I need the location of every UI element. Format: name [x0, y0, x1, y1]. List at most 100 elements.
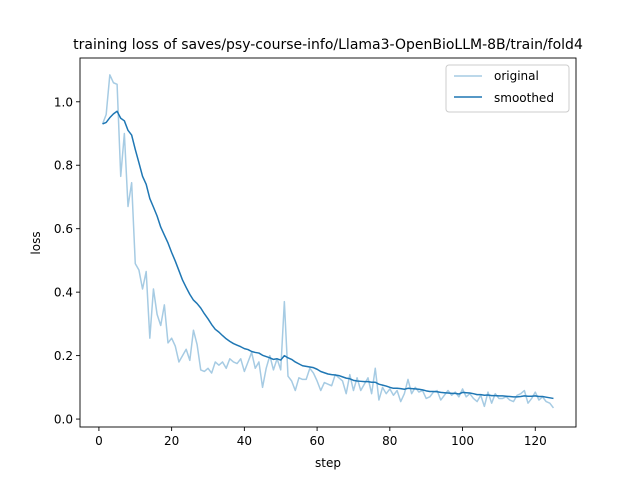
data-point-smoothed — [178, 270, 179, 271]
data-point-smoothed — [276, 358, 277, 359]
data-point-original — [447, 390, 448, 391]
data-point-original — [349, 374, 350, 375]
data-point-smoothed — [124, 120, 125, 121]
data-point-original — [255, 368, 256, 369]
data-point-smoothed — [200, 307, 201, 308]
data-point-smoothed — [262, 355, 263, 356]
data-point-smoothed — [142, 176, 143, 177]
data-point-original — [527, 403, 528, 404]
data-point-smoothed — [309, 366, 310, 367]
legend: original smoothed — [445, 64, 570, 113]
x-tick-label: 60 — [309, 434, 324, 448]
data-point-smoothed — [251, 351, 252, 352]
data-point-smoothed — [535, 395, 536, 396]
data-point-original — [429, 396, 430, 397]
data-point-smoothed — [553, 398, 554, 399]
data-point-smoothed — [524, 395, 525, 396]
data-point-original — [171, 338, 172, 339]
data-point-original — [196, 344, 197, 345]
x-tick-label: 80 — [382, 434, 397, 448]
data-point-original — [233, 361, 234, 362]
data-point-smoothed — [349, 378, 350, 379]
data-point-original — [516, 395, 517, 396]
data-point-original — [491, 403, 492, 404]
data-point-smoothed — [280, 359, 281, 360]
plot-frame — [79, 57, 577, 428]
data-point-original — [226, 368, 227, 369]
data-point-smoothed — [386, 385, 387, 386]
data-point-original — [109, 74, 110, 75]
data-point-smoothed — [127, 130, 128, 131]
data-point-original — [513, 401, 514, 402]
data-point-smoothed — [160, 227, 161, 228]
data-point-smoothed — [302, 365, 303, 366]
data-point-smoothed — [120, 118, 121, 119]
data-point-original — [193, 330, 194, 331]
data-point-smoothed — [404, 389, 405, 390]
data-point-original — [400, 401, 401, 402]
data-point-smoothed — [331, 374, 332, 375]
data-point-original — [247, 361, 248, 362]
data-point-original — [113, 82, 114, 83]
data-point-original — [215, 361, 216, 362]
x-axis-ticks: 0 20 40 60 80 100 120 — [95, 427, 547, 448]
data-point-smoothed — [451, 393, 452, 394]
data-point-original — [156, 314, 157, 315]
data-point-smoothed — [433, 391, 434, 392]
data-point-smoothed — [407, 388, 408, 389]
data-point-smoothed — [255, 352, 256, 353]
data-point-original — [287, 376, 288, 377]
data-point-original — [524, 390, 525, 391]
data-point-original — [120, 176, 121, 177]
data-point-original — [375, 368, 376, 369]
data-point-original — [167, 342, 168, 343]
data-point-smoothed — [466, 392, 467, 393]
data-point-smoothed — [342, 376, 343, 377]
data-point-smoothed — [338, 375, 339, 376]
data-point-original — [382, 387, 383, 388]
data-point-smoothed — [193, 299, 194, 300]
data-point-original — [353, 390, 354, 391]
y-tick-label: 0.8 — [54, 159, 73, 173]
data-point-original — [440, 399, 441, 400]
data-point-smoothed — [360, 381, 361, 382]
data-point-smoothed — [131, 135, 132, 136]
data-point-smoothed — [218, 332, 219, 333]
data-point-smoothed — [244, 348, 245, 349]
series-line-original — [101, 74, 555, 409]
data-point-original — [356, 377, 357, 378]
data-point-smoothed — [171, 252, 172, 253]
data-point-original — [546, 401, 547, 402]
data-point-smoothed — [426, 390, 427, 391]
data-point-smoothed — [462, 392, 463, 393]
data-point-original — [396, 390, 397, 391]
data-point-original — [160, 325, 161, 326]
data-point-original — [407, 379, 408, 380]
data-point-smoothed — [335, 374, 336, 375]
data-point-smoothed — [382, 385, 383, 386]
data-point-original — [124, 133, 125, 134]
data-point-smoothed — [367, 381, 368, 382]
data-point-original — [211, 372, 212, 373]
x-tick-label: 40 — [237, 434, 252, 448]
data-point-original — [466, 396, 467, 397]
data-point-original — [106, 114, 107, 115]
data-point-original — [360, 390, 361, 391]
data-point-original — [127, 206, 128, 207]
data-point-smoothed — [346, 378, 347, 379]
data-point-original — [302, 379, 303, 380]
data-point-original — [476, 401, 477, 402]
data-point-smoothed — [538, 396, 539, 397]
data-point-smoothed — [415, 388, 416, 389]
data-point-smoothed — [320, 371, 321, 372]
data-point-original — [116, 84, 117, 85]
data-point-smoothed — [149, 198, 150, 199]
data-point-smoothed — [469, 392, 470, 393]
data-point-smoothed — [527, 396, 528, 397]
data-point-original — [291, 380, 292, 381]
legend-label-smoothed: smoothed — [494, 91, 554, 105]
legend-label-original: original — [494, 69, 539, 83]
data-point-original — [273, 369, 274, 370]
data-point-smoothed — [356, 380, 357, 381]
data-point-original — [411, 393, 412, 394]
